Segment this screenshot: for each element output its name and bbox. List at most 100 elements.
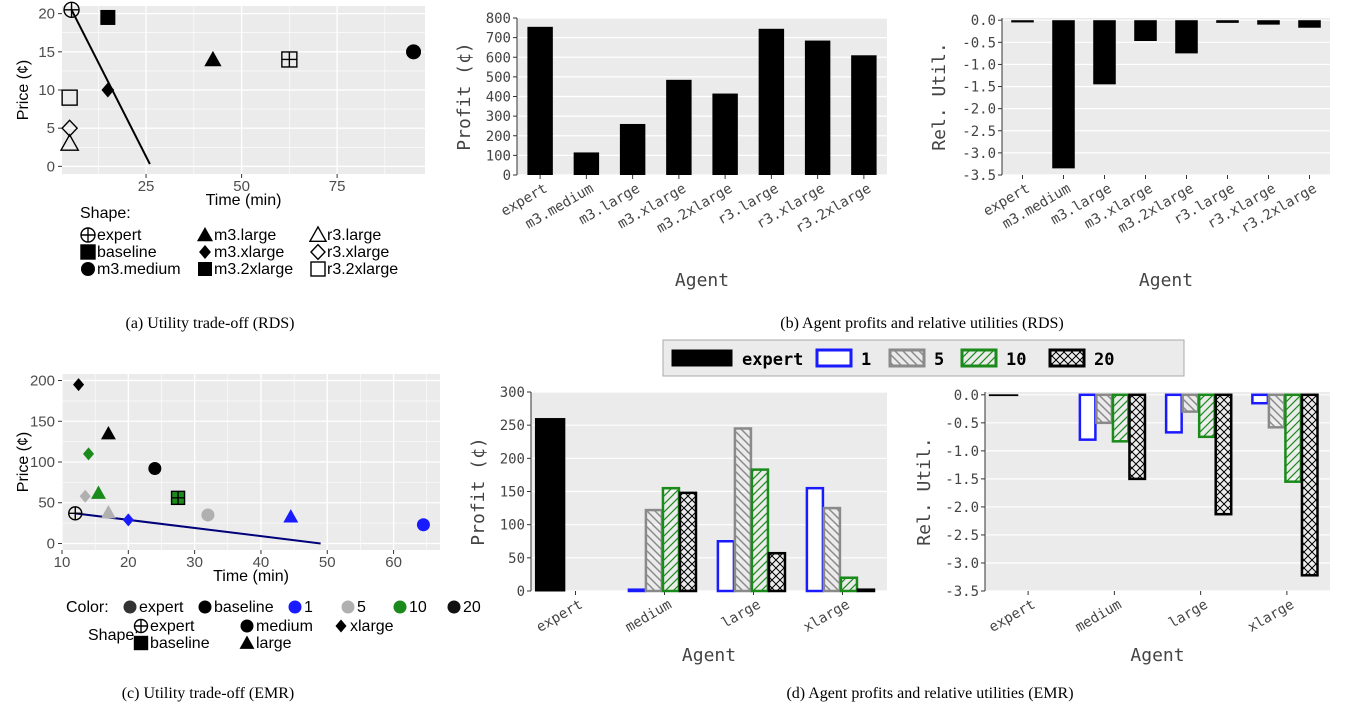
- legend-symbol-medium: [240, 619, 254, 633]
- x-tick-label: xlarge: [1245, 597, 1297, 636]
- bar-expert-expert: [988, 394, 1019, 397]
- bar-m3.xlarge: [1134, 20, 1157, 41]
- legend-swatch-5: [888, 348, 926, 368]
- x-tick-label: medium: [1073, 597, 1125, 636]
- y-tick-label: 100: [500, 518, 525, 534]
- y-tick-label: -2.0: [945, 500, 979, 516]
- legend-color-swatch-10: [393, 600, 407, 614]
- y-axis-label: Rel. Util.: [914, 437, 935, 545]
- legend-label: r3.large: [327, 227, 381, 244]
- legend-d: expert 1 5 10 20: [662, 339, 1185, 377]
- legend-label: medium: [256, 618, 313, 635]
- legend-symbol-r3.large: [308, 225, 328, 242]
- bar-xlarge-20: [1300, 393, 1319, 577]
- legend-symbol-baseline: [80, 244, 96, 260]
- bar-chart-d1: 0 50 100 150 200 250 300 expert medium large xlarg…: [468, 385, 887, 666]
- legend-label: 20: [1094, 350, 1114, 370]
- bar-medium-1: [1078, 393, 1097, 441]
- y-tick-label: -1.0: [962, 57, 996, 73]
- y-tick-label: 50: [508, 551, 525, 567]
- y-axis-label: Profit (¢): [468, 437, 489, 545]
- y-tick-label: 800: [486, 11, 511, 27]
- x-axis-label: Time (min): [213, 568, 289, 585]
- legend-symbol-r3.2xlarge: [310, 261, 326, 277]
- legend-color-title: Color:: [66, 599, 109, 616]
- bar-large-1: [1164, 393, 1183, 434]
- bar-xlarge-5: [1267, 393, 1286, 429]
- y-tick-label: -2.5: [945, 528, 979, 544]
- legend-label: expert: [139, 599, 184, 616]
- legend-swatch-1: [815, 348, 853, 368]
- bar-large-10: [1197, 393, 1216, 439]
- data-point-9: [68, 506, 83, 521]
- legend-swatch-10: [960, 348, 998, 368]
- legend-label: m3.large: [214, 227, 276, 244]
- y-tick-label: 0.0: [971, 13, 996, 29]
- bar-medium-10: [661, 486, 681, 593]
- legend-swatch-20: [1048, 348, 1086, 368]
- legend-label: r3.xlarge: [327, 244, 389, 261]
- y-tick-label: -1.5: [962, 80, 996, 96]
- bar-medium-10: [1111, 393, 1130, 443]
- y-axis-label: Profit (¢): [454, 42, 475, 150]
- y-tick-label: -1.5: [945, 472, 979, 488]
- data-point-expert: [63, 1, 80, 19]
- x-axis-label: Agent: [1130, 645, 1184, 666]
- legend-color-swatch-20: [447, 600, 461, 614]
- bar-m3.xlarge: [666, 79, 692, 175]
- bar-m3.medium: [1052, 20, 1075, 169]
- y-tick-label: 150: [30, 413, 55, 430]
- legend-label: m3.medium: [97, 261, 181, 278]
- x-axis-label: Agent: [682, 645, 736, 666]
- y-tick-label: 150: [500, 485, 525, 501]
- caption-d: (d) Agent profits and relative utilities…: [786, 685, 1073, 702]
- bar-large-1: [716, 540, 736, 593]
- y-tick-label: 0: [47, 535, 55, 552]
- data-point-r3.2xlarge: [61, 89, 78, 106]
- y-tick-label: 200: [486, 129, 511, 145]
- legend-symbol-m3.2xlarge: [198, 262, 212, 276]
- legend-symbol-m3.large: [196, 226, 214, 242]
- legend-symbol-expert: [80, 227, 96, 243]
- bar-r3.large: [1216, 20, 1239, 23]
- y-tick-label: -1.0: [945, 444, 979, 460]
- y-tick-label: 0.0: [954, 388, 979, 404]
- bar-expert-expert: [534, 418, 566, 592]
- bar-m3.medium: [573, 152, 600, 175]
- legend-label: expert: [150, 618, 195, 635]
- bar-r3.2xlarge: [1298, 20, 1321, 28]
- bar-chart-b1: 0100200300400500600700800expertm3.medium…: [454, 11, 887, 291]
- data-point-8: [201, 508, 215, 522]
- y-tick-label: 250: [500, 418, 525, 434]
- y-tick-label: 20: [38, 6, 55, 23]
- y-tick-label: 15: [38, 44, 55, 61]
- bar-r3.large: [758, 28, 785, 176]
- legend-color-swatch-expert: [123, 600, 137, 614]
- x-tick-label: medium: [623, 597, 675, 636]
- legend-label: 10: [1006, 350, 1026, 370]
- legend-color-swatch-baseline: [198, 600, 212, 614]
- bar-m3.2xlarge: [1175, 20, 1198, 54]
- data-point-r3.large: [59, 133, 80, 151]
- bar-m3.2xlarge: [712, 93, 738, 175]
- y-tick-label: 300: [500, 385, 525, 401]
- bar-expert: [1011, 20, 1034, 23]
- bar-medium-5: [644, 508, 664, 593]
- y-tick-label: -0.5: [945, 416, 979, 432]
- legend-label: large: [256, 635, 292, 652]
- y-tick-label: 200: [500, 451, 525, 467]
- y-tick-label: 0: [517, 584, 525, 600]
- plot-background: [1002, 18, 1330, 175]
- y-tick-label: -2.0: [962, 102, 996, 118]
- data-point-2: [83, 447, 95, 461]
- bar-r3.xlarge: [1257, 20, 1280, 25]
- y-axis-label: Price (¢): [15, 60, 32, 120]
- legend-label: 10: [409, 599, 427, 616]
- bar-xlarge-1: [1251, 393, 1270, 405]
- y-tick-label: 200: [30, 373, 55, 390]
- x-tick-label: 30: [186, 554, 203, 571]
- legend-label: r3.2xlarge: [327, 261, 398, 278]
- bar-chart-b2: 0.0-0.5-1.0-1.5-2.0-2.5-3.0-3.5expertm3.…: [929, 13, 1330, 291]
- bar-m3.large: [619, 123, 646, 175]
